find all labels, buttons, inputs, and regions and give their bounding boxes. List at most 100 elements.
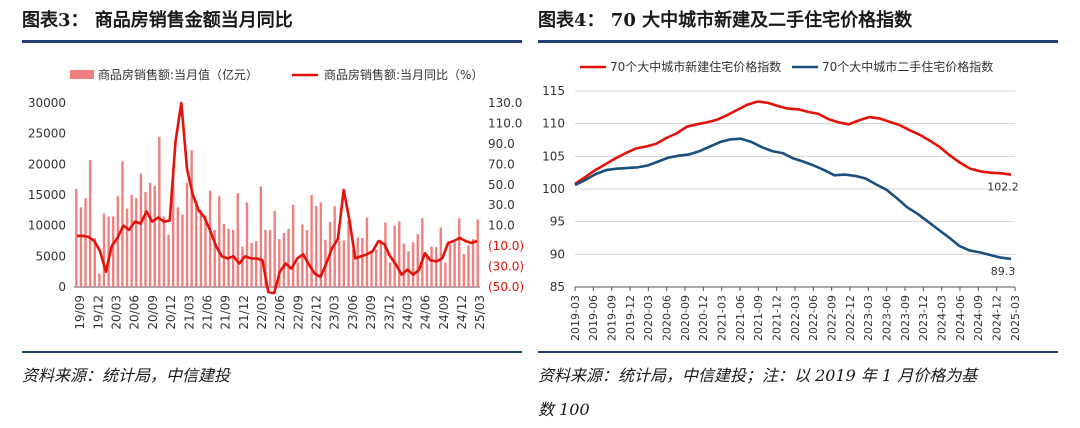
y-left-tick-label: 5000 [35, 249, 66, 263]
x-tick-label: 2023-12 [917, 295, 930, 341]
y-right-tick-label: 30.0 [488, 198, 515, 212]
sales-bar [84, 198, 87, 287]
sales-bar [347, 220, 350, 287]
x-tick-label: 2019-03 [569, 295, 582, 341]
x-tick-label: 24/06 [419, 295, 433, 330]
sales-bar [130, 195, 133, 287]
sales-bar [319, 202, 323, 287]
y-tick-label: 110 [542, 117, 565, 131]
sales-bar [213, 229, 216, 287]
x-tick-label: 2023-06 [881, 295, 894, 341]
sales-bar [93, 237, 96, 287]
sales-bar [310, 195, 313, 287]
sales-bar [291, 204, 295, 287]
new-home-line [574, 100, 1012, 185]
sales-bar [231, 229, 235, 287]
y-tick-label: 85 [550, 280, 565, 294]
sales-bar [181, 214, 184, 287]
yoy-line [76, 101, 478, 295]
x-tick-label: 22/09 [291, 295, 305, 330]
legend-line-label: 商品房销售额:当月同比（%） [324, 67, 483, 82]
sales-bar [434, 247, 438, 287]
left-source-note: 资料来源：统计局，中信建投 [22, 366, 231, 385]
x-tick-label: 22/03 [255, 295, 269, 330]
sales-bar [342, 240, 346, 287]
sales-bar [467, 245, 470, 287]
x-tick-label: 2019-09 [606, 295, 619, 341]
x-tick-label: 2021-09 [752, 295, 765, 341]
sales-bar [102, 213, 106, 287]
sales-bar [305, 229, 309, 287]
sales-bar [268, 229, 272, 287]
y-right-tick-label: 50.0 [488, 178, 515, 192]
sales-bar [416, 234, 419, 287]
y-left-tick-label: 30000 [28, 96, 66, 110]
x-tick-label: 23/06 [346, 295, 360, 330]
sales-bar [287, 228, 290, 287]
sales-bar [393, 225, 396, 287]
sales-bar [153, 185, 156, 287]
left-chart-title: 图表3： 商品房销售金额当月同比 [22, 10, 293, 31]
y-tick-label: 100 [542, 182, 565, 196]
sales-bar [139, 173, 143, 287]
sales-bar [402, 243, 406, 287]
sales-bar [125, 208, 129, 287]
y-right-tick-label: (10.0) [488, 239, 524, 253]
sales-bar [245, 202, 249, 287]
sales-bar [241, 246, 244, 287]
right-chart: 85 90 95 100 105 110 115 2019-03 2019-06 2019-09 2… [542, 59, 1022, 341]
legend-bar-swatch [70, 70, 94, 79]
x-tick-label: 21/09 [219, 295, 233, 330]
x-tick-label: 2020-12 [697, 295, 710, 341]
sales-bar [195, 201, 198, 287]
sales-bar [158, 136, 161, 287]
x-tick-label: 22/12 [310, 295, 324, 330]
sales-bar [462, 253, 466, 287]
sales-bar [167, 234, 170, 287]
right-source-note-line1: 资料来源：统计局，中信建投；注：以 2019 年 1 月价格为基 [538, 366, 978, 385]
sales-bar [259, 186, 263, 287]
legend-resale-label: 70个大中城市二手住宅价格指数 [822, 59, 993, 74]
sales-bar [79, 207, 83, 287]
sales-bar [250, 242, 253, 287]
sales-bar [204, 215, 207, 287]
x-tick-label: 21/12 [237, 295, 251, 330]
x-tick-label: 2020-09 [679, 295, 692, 341]
x-tick-label: 2019-12 [624, 295, 637, 341]
left-bottom-rule [22, 351, 522, 353]
sales-bar [476, 219, 479, 287]
sales-bar [135, 198, 138, 287]
right-chart-title: 图表4： 70 大中城市新建及二手住宅价格指数 [538, 10, 913, 31]
sales-bar [116, 196, 120, 287]
sales-bar [148, 182, 152, 287]
x-tick-label: 2022-12 [844, 295, 857, 341]
x-tick-label: 19/12 [91, 295, 105, 330]
x-tick-label: 24/03 [400, 295, 414, 330]
y-right-tick-label: 10.0 [488, 219, 515, 233]
x-tick-label: 22/06 [273, 295, 287, 330]
sales-bar [425, 253, 429, 287]
legend-bar-label: 商品房销售额:当月值（亿元） [98, 67, 258, 82]
sales-bar [199, 209, 203, 287]
y-tick-label: 115 [542, 84, 565, 98]
x-tick-label: 2020-03 [642, 295, 655, 341]
y-tick-label: 90 [550, 247, 565, 261]
sales-bar [315, 206, 318, 287]
sales-bar [370, 250, 373, 287]
sales-bar [444, 262, 447, 287]
sales-bar [144, 191, 147, 287]
y-left-tick-label: 20000 [28, 157, 66, 171]
sales-bar [273, 210, 276, 287]
sales-bar [222, 223, 226, 287]
x-tick-label: 2021-06 [734, 295, 747, 341]
x-tick-label: 2023-09 [899, 295, 912, 341]
sales-bar [121, 161, 124, 287]
sales-bar [374, 249, 378, 287]
sales-bar [356, 237, 359, 287]
sales-bar [264, 229, 267, 287]
sales-bar [398, 221, 401, 287]
sales-bar [365, 217, 369, 287]
sales-bar [190, 150, 193, 287]
right-title-rule [538, 40, 1058, 43]
y-left-tick-label: 25000 [28, 127, 66, 141]
